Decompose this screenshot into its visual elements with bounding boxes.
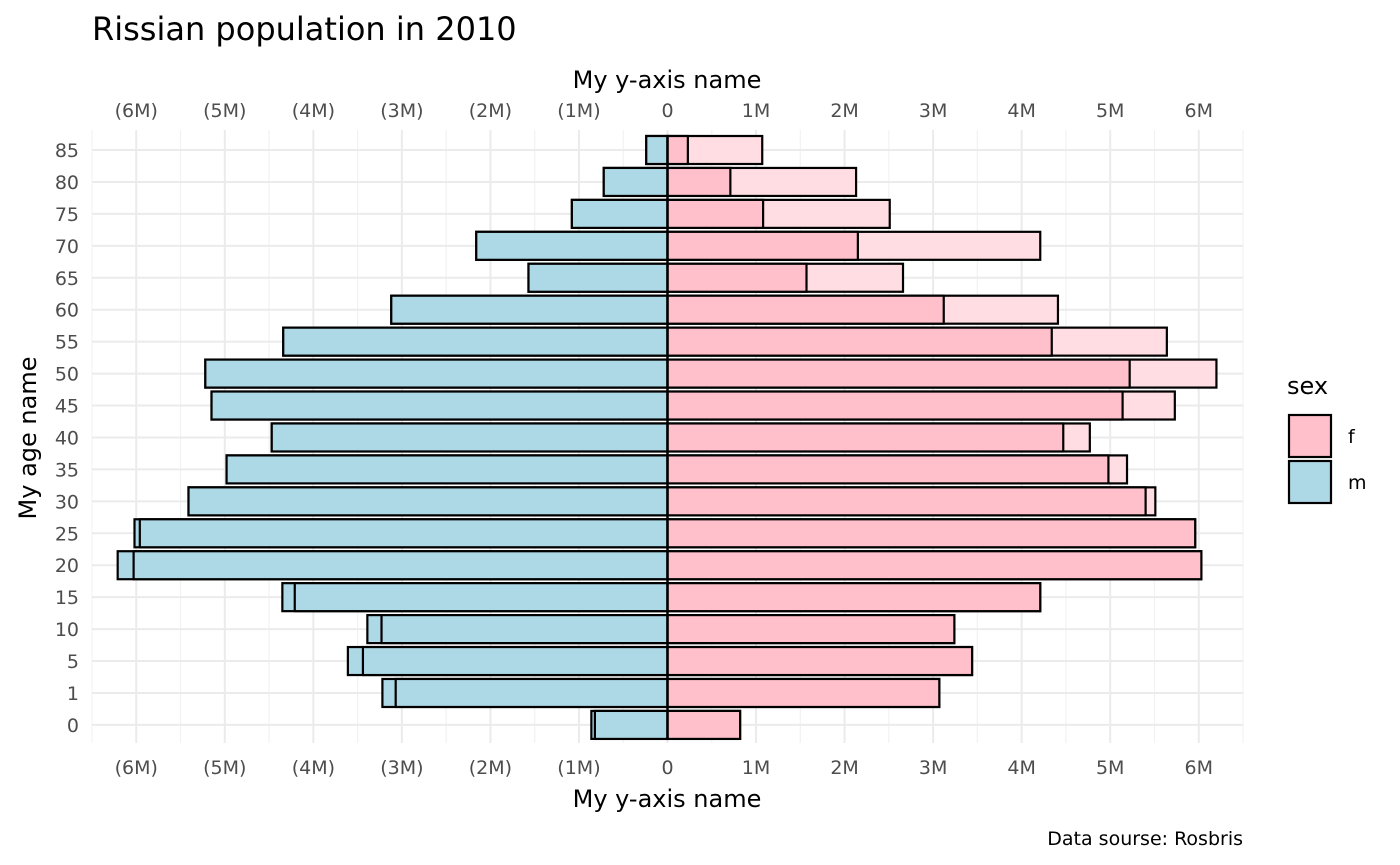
bar-m-front-age-40: [270, 422, 669, 453]
legend-swatch-f: [1287, 413, 1333, 459]
x-tick-label-bottom: 5M: [1096, 757, 1124, 779]
chart-title: Rissian population in 2010: [92, 10, 517, 48]
y-tick-label: 30: [55, 491, 79, 513]
legend-title: sex: [1287, 372, 1328, 400]
x-tick-label-top: (5M): [203, 100, 246, 122]
bar-f-front-age-75: [666, 198, 765, 229]
x-axis-bottom-ticks: (6M) (5M) (4M) (3M) (2M) (1M) 0 1M 2M 3M 4M 5M 6M: [115, 757, 1213, 779]
x-tick-label-top: (6M): [115, 100, 158, 122]
y-tick-label: 1: [67, 683, 79, 705]
bar-m-front-age-55: [282, 326, 669, 357]
x-tick-label-top: 6M: [1184, 100, 1212, 122]
bar-f-front-age-20: [666, 550, 1203, 581]
x-tick-label-bottom: (2M): [469, 757, 512, 779]
y-tick-label: 80: [55, 172, 79, 194]
bar-f-front-age-35: [666, 454, 1110, 485]
y-tick-label: 10: [55, 619, 79, 641]
x-tick-label-bottom: (4M): [292, 757, 335, 779]
y-tick-label: 5: [67, 651, 79, 673]
bar-m-front-age-75: [570, 198, 669, 229]
bar-f-front-age-70: [666, 230, 859, 261]
x-tick-label-top: (3M): [380, 100, 423, 122]
legend-swatch-m: [1287, 459, 1333, 505]
bar-m-front-age-20: [132, 550, 669, 581]
y-tick-label: 70: [55, 236, 79, 258]
x-tick-label-bottom: 1M: [742, 757, 770, 779]
bar-f-front-age-45: [666, 390, 1124, 421]
x-tick-label-top: 2M: [830, 100, 858, 122]
bar-m-front-age-25: [138, 518, 669, 549]
y-tick-label: 35: [55, 459, 79, 481]
bar-f-front-age-1: [666, 677, 941, 709]
x-tick-label-top: 0: [661, 100, 673, 122]
y-tick-label: 50: [55, 364, 79, 386]
x-tick-label-top: 1M: [742, 100, 770, 122]
bar-f-front-age-80: [666, 166, 732, 198]
bar-m-front-age-45: [210, 390, 669, 421]
bar-m-front-age-15: [293, 582, 669, 613]
bar-f-front-age-55: [666, 326, 1053, 357]
bar-f-front-age-50: [666, 358, 1131, 389]
bar-m-front-age-80: [602, 166, 669, 198]
x-tick-label-bottom: 3M: [919, 757, 947, 779]
bar-f-front-age-85: [666, 134, 689, 166]
y-tick-label: 65: [55, 268, 79, 290]
bar-m-front-age-65: [527, 262, 669, 293]
x-tick-label-top: 4M: [1007, 100, 1035, 122]
x-tick-label-bottom: (5M): [203, 757, 246, 779]
y-axis-title: My age name: [14, 357, 42, 520]
bar-m-front-age-85: [645, 134, 669, 166]
bar-f-front-age-0: [666, 709, 742, 741]
y-tick-label: 85: [55, 140, 79, 162]
bar-m-front-age-60: [390, 294, 669, 325]
x-tick-label-bottom: (1M): [557, 757, 600, 779]
y-tick-label: 45: [55, 396, 79, 418]
bar-m-front-age-70: [475, 230, 669, 261]
y-tick-label: 60: [55, 300, 79, 322]
x-tick-label-bottom: (3M): [380, 757, 423, 779]
bar-m-front-age-1: [394, 677, 669, 709]
x-tick-label-top: (2M): [469, 100, 512, 122]
x-tick-label-bottom: 4M: [1007, 757, 1035, 779]
x-axis-title-top: My y-axis name: [573, 66, 762, 94]
bar-m-front-age-0: [593, 709, 669, 741]
legend-label-m: m: [1348, 472, 1367, 494]
x-tick-label-top: 3M: [919, 100, 947, 122]
x-tick-label-bottom: 0: [661, 757, 673, 779]
x-tick-label-bottom: 6M: [1184, 757, 1212, 779]
bar-f-front-age-5: [666, 645, 974, 677]
x-axis-title-bottom: My y-axis name: [573, 785, 762, 813]
x-axis-top-ticks: (6M) (5M) (4M) (3M) (2M) (1M) 0 1M 2M 3M 4M 5M 6M: [115, 100, 1213, 122]
bar-f-front-age-30: [666, 486, 1147, 517]
x-tick-label-top: 5M: [1096, 100, 1124, 122]
x-tick-label-top: (4M): [292, 100, 335, 122]
bar-m-front-age-30: [187, 486, 669, 517]
y-tick-label: 25: [55, 523, 79, 545]
bar-f-front-age-25: [666, 518, 1197, 549]
bar-f-front-age-60: [666, 294, 945, 325]
bar-m-front-age-5: [361, 645, 669, 677]
bar-f-front-age-40: [666, 422, 1065, 453]
bar-m-front-age-50: [204, 358, 669, 389]
bar-f-front-age-10: [666, 613, 956, 645]
bar-m-front-age-35: [225, 454, 669, 485]
legend-label-f: f: [1348, 426, 1356, 448]
bars-front-layer: [132, 134, 1203, 741]
legend: sex f m: [1287, 372, 1367, 505]
bar-f-front-age-65: [666, 262, 808, 293]
y-tick-label: 15: [55, 587, 79, 609]
x-tick-label-bottom: (6M): [115, 757, 158, 779]
y-tick-label: 55: [55, 332, 79, 354]
x-tick-label-bottom: 2M: [830, 757, 858, 779]
y-tick-label: 40: [55, 427, 79, 449]
y-tick-label: 20: [55, 555, 79, 577]
bar-f-front-age-15: [666, 582, 1042, 613]
y-tick-label: 75: [55, 204, 79, 226]
caption: Data sourse: Rosbris: [1047, 828, 1243, 850]
bar-m-front-age-10: [380, 613, 669, 645]
x-tick-label-top: (1M): [557, 100, 600, 122]
y-tick-label: 0: [67, 715, 79, 737]
